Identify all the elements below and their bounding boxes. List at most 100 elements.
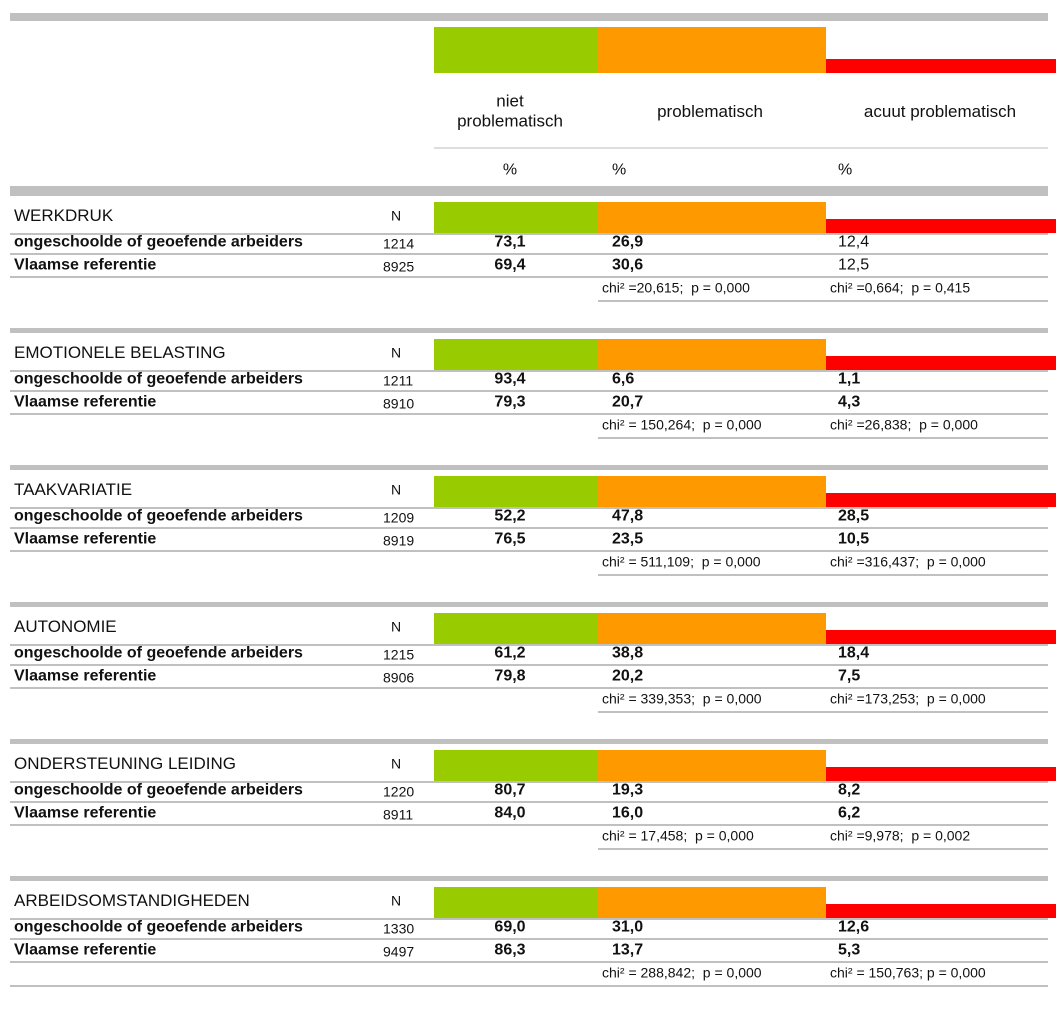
cell: 86,3 — [494, 941, 526, 959]
cell: 61,2 — [494, 644, 526, 662]
chi-square: chi² =9,978; p = 0,002 — [830, 827, 971, 844]
chi-square: chi² =20,615; p = 0,000 — [602, 279, 750, 296]
cell: 5,3 — [838, 941, 861, 959]
cell: 80,7 — [494, 781, 526, 799]
red-bar — [826, 219, 1056, 233]
n-label: N — [391, 892, 402, 909]
unit: % — [502, 161, 518, 179]
rule — [10, 961, 1048, 963]
cell: 47,8 — [612, 507, 644, 525]
cell: 52,2 — [494, 507, 526, 525]
red-bar — [826, 904, 1056, 918]
cell: 23,5 — [612, 530, 644, 548]
cell: 8,2 — [838, 781, 861, 799]
rule — [598, 711, 1048, 713]
row-label: Vlaamse referentie — [14, 667, 157, 685]
n-label: N — [391, 344, 402, 361]
rule — [434, 147, 1048, 149]
rule — [10, 801, 1048, 803]
row-n: 1209 — [383, 509, 415, 526]
row-label: Vlaamse referentie — [14, 941, 157, 959]
section-title: EMOTIONELE BELASTING — [14, 342, 226, 362]
rule — [10, 918, 1048, 920]
orange-bar — [598, 476, 826, 507]
cell: 69,4 — [494, 256, 526, 274]
cell: 76,5 — [494, 530, 526, 548]
green-bar — [434, 339, 598, 370]
section-rule — [10, 739, 1048, 744]
section-title: AUTONOMIE — [14, 616, 117, 636]
green-bar — [434, 887, 598, 918]
cell: 19,3 — [612, 781, 644, 799]
green-bar — [434, 613, 598, 644]
rule — [10, 644, 1048, 646]
section-rule — [10, 328, 1048, 333]
green-bar — [434, 476, 598, 507]
rule — [10, 507, 1048, 509]
chi-square: chi² = 150,264; p = 0,000 — [602, 416, 762, 433]
chi-square: chi² = 511,109; p = 0,000 — [602, 553, 761, 570]
cell: 1,1 — [838, 370, 861, 388]
rule — [598, 574, 1048, 576]
cell: 38,8 — [612, 644, 644, 662]
red-bar — [826, 59, 1056, 73]
column-header: acuut problematisch — [863, 101, 1017, 121]
cell: 30,6 — [612, 256, 644, 274]
rule — [10, 390, 1048, 392]
row-label: Vlaamse referentie — [14, 256, 157, 274]
cell: 18,4 — [838, 644, 870, 662]
section-rule — [10, 876, 1048, 881]
rule — [10, 938, 1048, 940]
row-label: Vlaamse referentie — [14, 804, 157, 822]
cell: 20,2 — [612, 667, 644, 685]
n-label: N — [391, 481, 402, 498]
orange-bar — [598, 27, 826, 73]
cell: 13,7 — [612, 941, 644, 959]
row-label: Vlaamse referentie — [14, 530, 157, 548]
rule — [10, 824, 1048, 826]
cell: 6,6 — [612, 370, 635, 388]
top-rule — [10, 13, 1048, 21]
chi-square: chi² = 288,842; p = 0,000 — [602, 964, 762, 981]
n-label: N — [391, 755, 402, 772]
chi-square: chi² = 150,763; p = 0,000 — [830, 964, 986, 981]
cell: 6,2 — [838, 804, 861, 822]
section-title: WERKDRUK — [14, 205, 114, 225]
row-label: ongeschoolde of geoefende arbeiders — [14, 644, 303, 662]
section-title: ARBEIDSOMSTANDIGHEDEN — [14, 890, 250, 910]
rule — [598, 848, 1048, 850]
rule — [10, 370, 1048, 372]
cell: 73,1 — [494, 233, 526, 251]
row-label: ongeschoolde of geoefende arbeiders — [14, 507, 303, 525]
rule — [598, 437, 1048, 439]
n-label: N — [391, 207, 402, 224]
cell: 7,5 — [838, 667, 861, 685]
rule — [10, 985, 1048, 987]
orange-bar — [598, 202, 826, 233]
cell: 79,3 — [494, 393, 526, 411]
row-n: 8906 — [383, 669, 415, 686]
green-bar — [434, 750, 598, 781]
chi-square: chi² =0,664; p = 0,415 — [830, 279, 971, 296]
cell: 16,0 — [612, 804, 644, 822]
row-label: ongeschoolde of geoefende arbeiders — [14, 781, 303, 799]
section-rule — [10, 465, 1048, 470]
cell: 28,5 — [838, 507, 870, 525]
rule — [10, 276, 1048, 278]
chi-square: chi² =173,253; p = 0,000 — [830, 690, 986, 707]
row-label: ongeschoolde of geoefende arbeiders — [14, 918, 303, 936]
chi-square: chi² =316,437; p = 0,000 — [830, 553, 986, 570]
orange-bar — [598, 613, 826, 644]
row-label: ongeschoolde of geoefende arbeiders — [14, 233, 303, 251]
orange-bar — [598, 750, 826, 781]
cell: 93,4 — [494, 370, 526, 388]
red-bar — [826, 630, 1056, 644]
cell: 84,0 — [494, 804, 526, 822]
cell: 31,0 — [612, 918, 644, 936]
cell: 4,3 — [838, 393, 861, 411]
row-n: 1330 — [383, 920, 415, 937]
unit: % — [838, 161, 853, 179]
rule — [10, 253, 1048, 255]
row-n: 8911 — [383, 806, 414, 823]
